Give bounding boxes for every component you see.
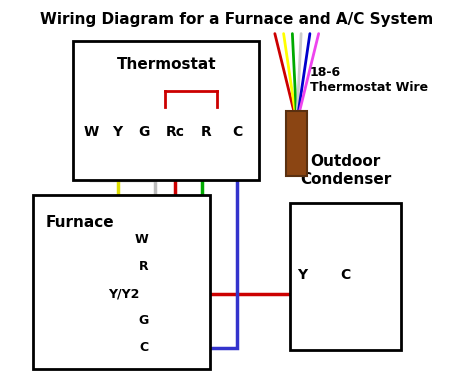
Text: Furnace: Furnace [46, 215, 114, 230]
Text: G: G [138, 314, 148, 327]
Bar [73, 41, 259, 180]
Text: Outdoor
Condenser: Outdoor Condenser [300, 154, 391, 187]
Text: W: W [135, 233, 148, 246]
Text: G: G [138, 125, 150, 139]
Text: Wiring Diagram for a Furnace and A/C System: Wiring Diagram for a Furnace and A/C Sys… [40, 13, 434, 27]
Text: C: C [232, 125, 242, 139]
Text: 18-6
Thermostat Wire: 18-6 Thermostat Wire [310, 66, 428, 94]
Text: C: C [139, 341, 148, 354]
Text: Rc: Rc [165, 125, 184, 139]
Bar [290, 203, 401, 350]
Text: Y/Y2: Y/Y2 [108, 287, 140, 300]
Text: Y: Y [112, 125, 123, 139]
Text: R: R [201, 125, 211, 139]
Bar [34, 196, 210, 369]
Text: Y: Y [297, 267, 308, 282]
Text: W: W [83, 125, 99, 139]
Text: Thermostat: Thermostat [117, 57, 216, 72]
Text: R: R [139, 260, 148, 273]
Bar [286, 111, 307, 176]
Text: C: C [340, 267, 351, 282]
